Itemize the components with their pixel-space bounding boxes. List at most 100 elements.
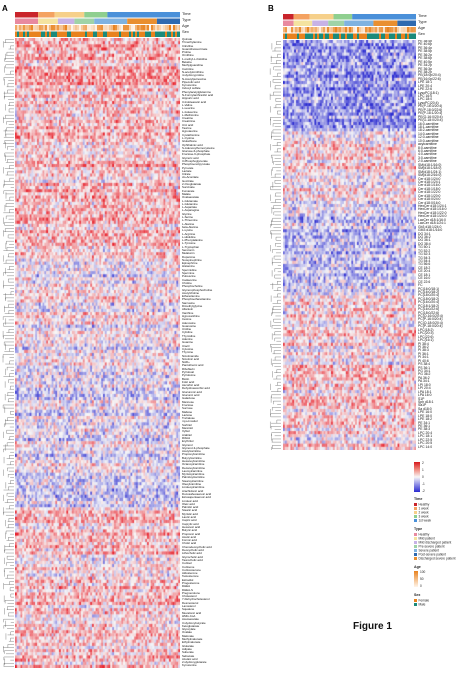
annotation-segment (38, 18, 58, 24)
legend-swatch (414, 553, 417, 556)
row-label: Pyruvate (182, 165, 194, 170)
row-label: SM(d18:1/24:1) (418, 169, 442, 174)
row-label: PC(P-18:0/20:4) (418, 324, 443, 329)
legend-age-gradient (414, 571, 418, 587)
age-cell (95, 25, 98, 31)
row-label: Octanoylcarnitine (182, 462, 205, 467)
sex-cell (301, 33, 304, 39)
row-label: Lauroylcarnitine (182, 468, 203, 473)
row-label: Erythritol (182, 439, 194, 444)
sex-cell (399, 33, 402, 39)
row-label: Citrulline (182, 43, 194, 48)
sex-cell (47, 31, 50, 37)
sex-cell (29, 31, 32, 37)
row-label: Mannitol (182, 426, 193, 431)
legend-swatch (414, 557, 417, 560)
row-label: PE(O-16:0/20:4) (418, 114, 443, 119)
age-cell (71, 25, 74, 31)
row-label: Sa1P (418, 403, 427, 408)
row-label: Sarcosine (182, 300, 195, 305)
row-label: PI 38:4 (418, 341, 429, 346)
age-cell (55, 25, 58, 31)
sex-cell (83, 31, 86, 37)
row-label: L-Glutamine (182, 201, 198, 206)
age-cell (63, 25, 66, 31)
age-cell (365, 27, 368, 33)
sex-cell (359, 33, 362, 39)
row-label: Glutarate (182, 643, 194, 648)
row-label: Chenodeoxycholic acid (182, 544, 212, 549)
row-label: PG 34:1 (418, 369, 431, 373)
row-label: LPE 20:4 (418, 83, 432, 88)
row-label: Fructose-6-phosphate (182, 152, 211, 157)
row-label: Fumarate (182, 188, 195, 193)
row-label: LPC 22:5 (418, 437, 433, 442)
row-label: PI 38:3 (418, 348, 429, 353)
sex-cell (77, 31, 80, 37)
row-label: Hippuric acid (182, 96, 199, 101)
age-cell (115, 25, 118, 31)
row-label: Ascorbic acid (182, 383, 200, 388)
row-label: TG 54:3 (418, 255, 431, 260)
legend-type-item: Mild discharged patient (414, 541, 451, 545)
sex-cell (401, 33, 404, 39)
age-cell (149, 25, 152, 31)
legend-swatch (414, 545, 417, 548)
row-label: Palmitic acid (182, 505, 199, 510)
row-label: Glycocholic acid (182, 554, 203, 559)
row-label: Glucose-6-phosphate (182, 149, 210, 154)
row-label: Glyceric acid (182, 155, 199, 160)
panel-a-label-age: Age (182, 23, 190, 28)
sex-cell (53, 31, 56, 37)
row-label: Cystathionine (182, 132, 200, 137)
age-cell (143, 25, 146, 31)
sex-cell (375, 33, 378, 39)
age-cell (363, 27, 366, 33)
sex-cell (165, 31, 168, 37)
row-label: Glyoxylate (182, 627, 196, 632)
sex-cell (363, 33, 366, 39)
legend-time-title: Time (414, 497, 423, 501)
age-cell (391, 27, 394, 33)
sex-cell (285, 33, 288, 39)
sex-cell (27, 31, 30, 37)
row-label: Glycerol (182, 442, 193, 447)
sex-cell (407, 33, 410, 39)
row-label: Proline (182, 50, 191, 55)
row-label: CE 18:1 (418, 272, 431, 277)
row-label: PE 38:2p (418, 69, 432, 74)
row-label: LPE 18:0 (418, 413, 432, 418)
row-label: LPC 20:5 (418, 441, 433, 446)
legend-color-scale (414, 462, 420, 492)
age-cell (109, 25, 112, 31)
sex-cell (161, 31, 164, 37)
row-label: PC(18:1/18:2) (418, 303, 440, 308)
annotation-segment (293, 20, 313, 26)
row-label: TG 52:2 (418, 248, 431, 253)
row-label: Malonate (182, 633, 194, 638)
row-label: Adenine (182, 337, 193, 342)
sex-cell (163, 31, 166, 37)
row-label: HexCer d18:1/24:0 (418, 214, 447, 219)
row-label: TG 50:1 (418, 245, 431, 250)
sex-cell (121, 31, 124, 37)
row-label: 4:0-carnitine (418, 152, 437, 157)
sex-cell (345, 33, 348, 39)
row-label: 16:0-carnitine (418, 121, 439, 126)
age-cell (293, 27, 296, 33)
legend-sex-item: Female (414, 599, 429, 603)
row-label: 6:0-carnitine (418, 149, 437, 153)
age-cell (123, 25, 126, 31)
row-label: Guanidinosuccinate (182, 46, 208, 51)
row-label: PE 36:2p (418, 52, 432, 57)
sex-cell (287, 33, 290, 39)
row-label: N-acetylornithine (182, 69, 204, 74)
legend: 2 1 0 -1 -2 Time Healthy 1 week 2 week 3… (414, 461, 464, 652)
legend-tick-1: 1 (422, 468, 424, 472)
row-label: LPI 20:4 (418, 386, 431, 391)
row-label: Taurine (182, 126, 192, 131)
sex-cell (403, 33, 406, 39)
age-cell (75, 25, 78, 31)
row-label: LPE 22:6 (418, 87, 432, 92)
sex-cell (19, 31, 22, 37)
